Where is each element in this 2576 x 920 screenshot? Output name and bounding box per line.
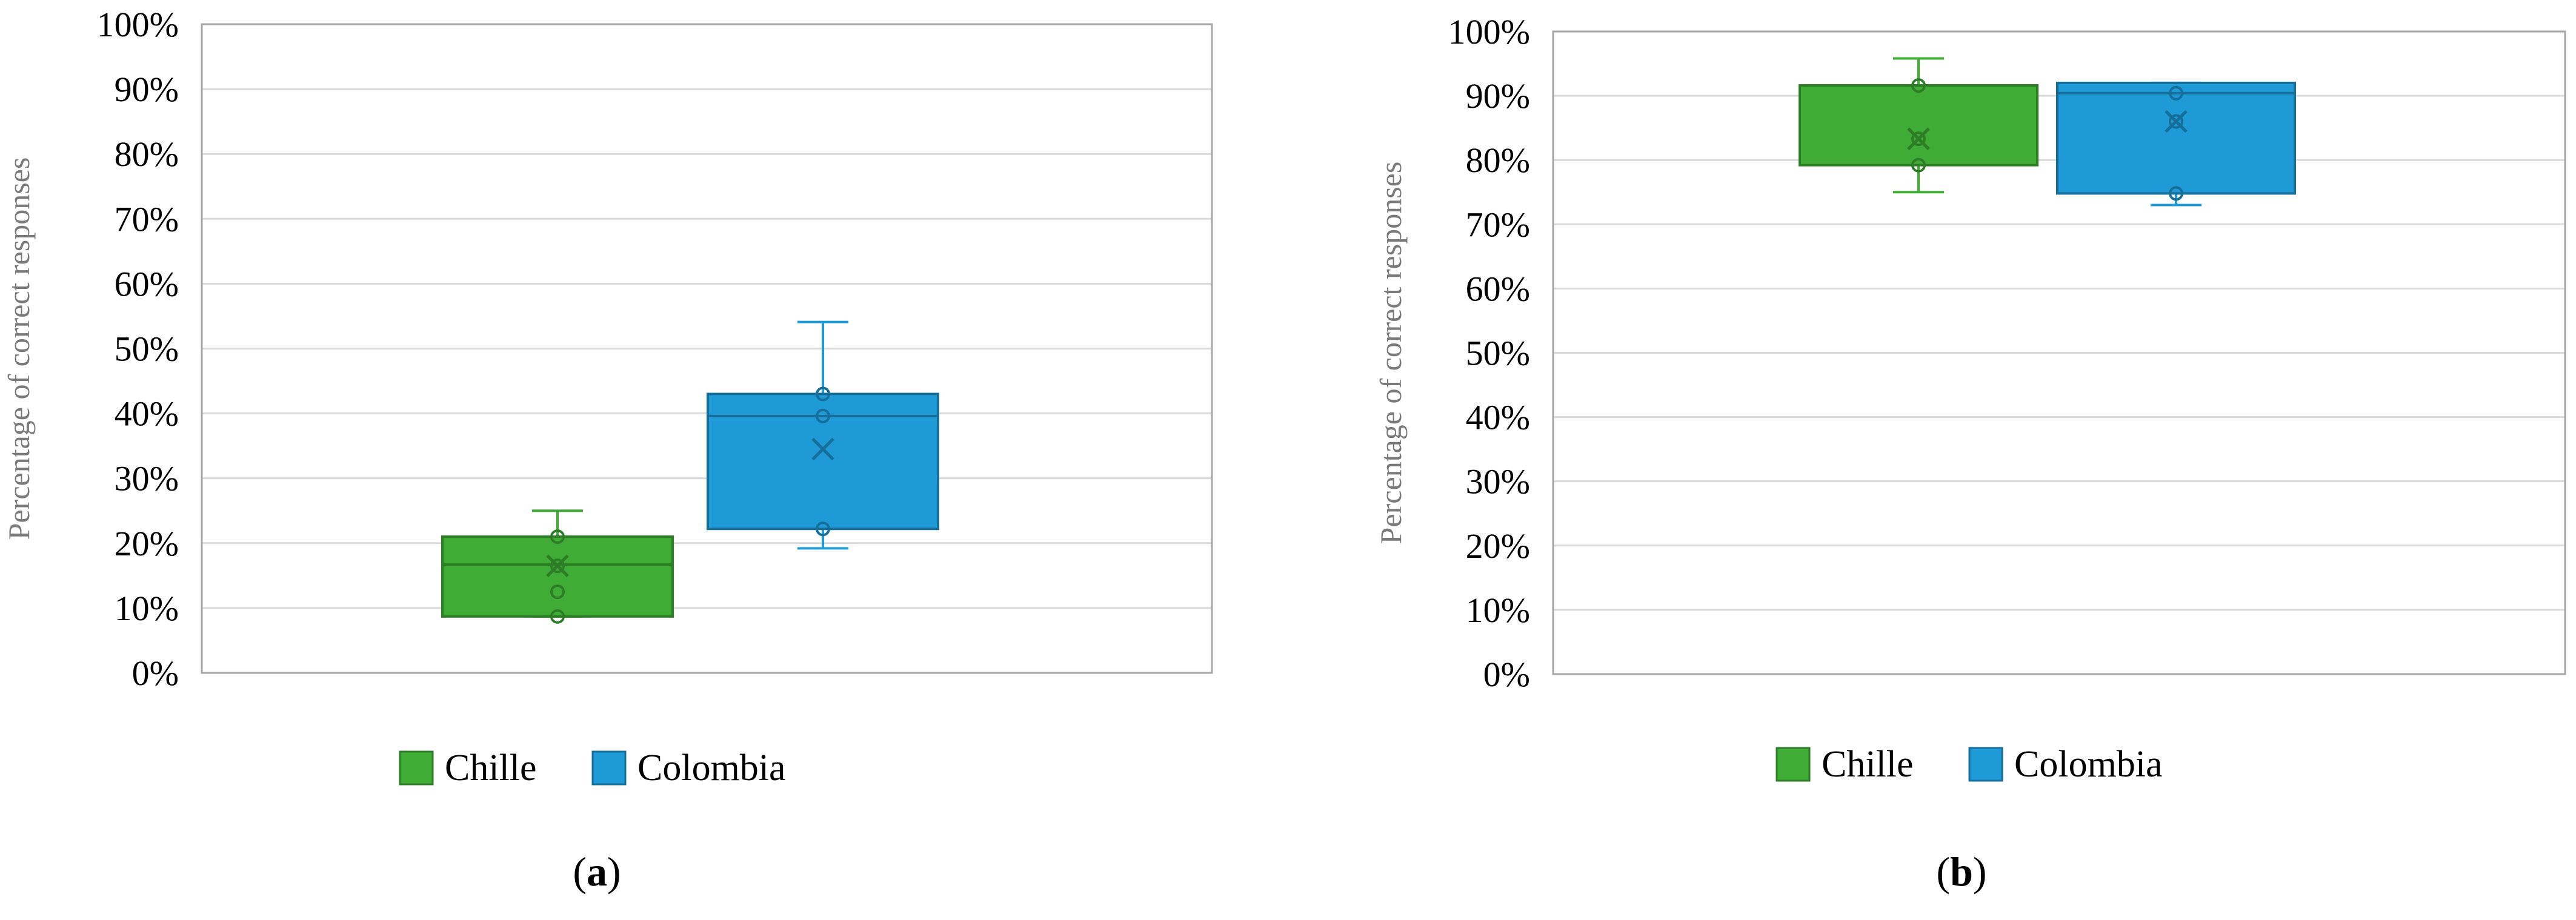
- y-tick-label: 70%: [1466, 205, 1530, 244]
- legend-swatch-colombia: [591, 750, 627, 786]
- y-tick-label: 40%: [1466, 398, 1530, 437]
- box-iqr: [441, 535, 674, 618]
- data-point: [1911, 157, 1926, 173]
- y-tick-label: 40%: [115, 394, 179, 434]
- y-tick-label: 60%: [115, 264, 179, 303]
- panel-label: b: [1950, 849, 1973, 895]
- y-tick-label: 10%: [115, 589, 179, 628]
- y-tick-label: 60%: [1466, 269, 1530, 308]
- mean-marker: [2165, 110, 2188, 133]
- box-colombia: [707, 320, 939, 550]
- data-point: [550, 529, 565, 544]
- legend-label-chille: Chille: [1822, 744, 1914, 785]
- mean-marker: [1907, 127, 1930, 150]
- y-tick-label: 100%: [1448, 12, 1530, 51]
- y-tick-label: 50%: [115, 329, 179, 369]
- legend-label-colombia: Colombia: [2014, 744, 2163, 785]
- chart-panel-b: 0% 10% 20% 30% 40% 50% 60% 70% 80% 90% 100% Percent…: [1374, 12, 2566, 895]
- y-tick-label: 20%: [115, 524, 179, 563]
- y-tick-label: 100%: [97, 5, 179, 44]
- box-iqr: [1799, 84, 2039, 167]
- data-point: [550, 558, 565, 574]
- y-axis-label: Percentage of correct responses: [2, 157, 36, 540]
- y-tick-label: 50%: [1466, 334, 1530, 373]
- box-iqr: [2056, 81, 2296, 195]
- plot-area-frame: [1552, 30, 2566, 675]
- legend-swatch-chille: [1776, 747, 1811, 782]
- y-tick-label: 90%: [1466, 76, 1530, 116]
- data-point: [1911, 131, 1926, 147]
- panel-caption: (a): [573, 849, 621, 895]
- y-tick-label: 10%: [1466, 591, 1530, 630]
- panel-caption: (b): [1936, 849, 1986, 895]
- y-tick-label: 80%: [115, 134, 179, 174]
- y-tick-label: 30%: [1466, 462, 1530, 501]
- data-point: [550, 584, 565, 600]
- y-tick-label: 20%: [1466, 526, 1530, 566]
- y-tick-label: 80%: [1466, 141, 1530, 180]
- y-tick-label: 90%: [115, 70, 179, 109]
- data-point: [1911, 78, 1926, 93]
- box-chille: [1799, 57, 2039, 194]
- data-point: [2169, 186, 2183, 201]
- data-point: [816, 408, 830, 423]
- panel-label: a: [587, 849, 607, 895]
- data-point: [2169, 114, 2183, 129]
- y-tick-label: 30%: [115, 459, 179, 498]
- legend-label-colombia: Colombia: [637, 747, 786, 789]
- y-axis-label: Percentage of correct responses: [1374, 162, 1408, 544]
- data-point: [816, 386, 830, 402]
- box-iqr: [707, 392, 939, 531]
- legend-label-chille: Chille: [445, 747, 537, 789]
- data-point: [550, 609, 565, 624]
- data-point: [2169, 85, 2183, 101]
- y-tick-label: 0%: [1483, 655, 1530, 694]
- data-point: [816, 521, 830, 537]
- box-colombia: [2056, 81, 2296, 207]
- y-tick-label: 0%: [132, 654, 179, 693]
- legend-swatch-colombia: [1968, 747, 2003, 782]
- chart-panel-a: 0% 10% 20% 30% 40% 50% 60% 70% 80% 90% 100% Percent…: [2, 5, 1213, 895]
- legend-swatch-chille: [399, 750, 434, 786]
- mean-marker: [811, 437, 834, 461]
- y-tick-label: 70%: [115, 199, 179, 239]
- mean-marker: [546, 554, 569, 578]
- box-chille: [441, 509, 674, 624]
- plot-area-frame: [201, 23, 1213, 674]
